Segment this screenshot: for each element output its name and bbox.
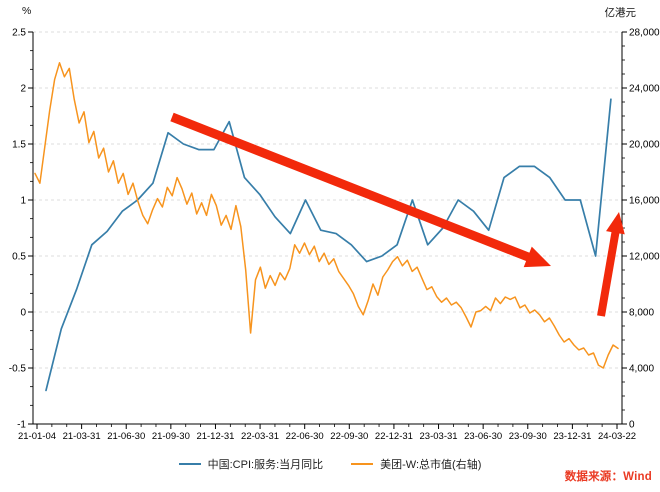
uptrend-arrow-head [606, 212, 625, 235]
right-axis-tick-label: 24,000 [629, 84, 660, 95]
x-axis-tick-label: 23-12-31 [553, 431, 591, 442]
legend-line-swatch [351, 462, 374, 466]
left-axis-tick-label: 0.5 [12, 252, 26, 263]
right-axis-unit-label: 亿港元 [604, 7, 637, 19]
x-axis-tick-label: 23-03-31 [420, 431, 458, 442]
left-axis-tick-label: 1 [20, 196, 26, 207]
legend-item-0: 中国:CPI:服务:当月同比 [178, 456, 324, 472]
right-axis-tick-label: 28,000 [629, 28, 660, 39]
x-axis-tick-label: 21-12-31 [196, 431, 234, 442]
cpi-line [45, 98, 612, 392]
x-axis-tick-label: 22-09-30 [330, 431, 368, 442]
x-axis-tick-label: 21-09-30 [152, 431, 190, 442]
right-axis-tick-label: 16,000 [629, 196, 660, 207]
left-axis-unit-label: % [22, 5, 32, 17]
legend-label: 中国:CPI:服务:当月同比 [207, 459, 324, 471]
right-axis-tick-label: 20,000 [629, 140, 660, 151]
right-axis-tick-label: 12,000 [629, 252, 660, 263]
x-axis-tick-label: 22-06-30 [286, 431, 324, 442]
right-axis-tick-label: 8,000 [629, 308, 654, 319]
x-axis-tick-label: 23-06-30 [464, 431, 502, 442]
left-axis-tick-label: 0 [20, 308, 26, 319]
right-axis-tick-label: 0 [629, 420, 635, 431]
x-axis-tick-label: 21-06-30 [107, 431, 145, 442]
left-axis-tick-label: 1.5 [12, 140, 26, 151]
legend-item-1: 美团-W:总市值(右轴) [351, 456, 481, 472]
legend-line-swatch [178, 462, 201, 466]
x-axis-tick-label: 24-03-22 [598, 431, 636, 442]
x-axis-tick-label: 23-09-30 [509, 431, 547, 442]
left-axis-tick-label: 2.5 [12, 28, 26, 39]
x-axis-tick-label: 22-03-31 [241, 431, 279, 442]
left-axis-tick-label: 2 [20, 84, 26, 95]
left-axis-tick-label: -1 [17, 420, 26, 431]
x-axis-tick-label: 22-12-31 [375, 431, 413, 442]
right-axis-tick-label: 4,000 [629, 364, 654, 375]
x-axis-tick-label: 21-01-04 [18, 431, 56, 442]
chart-legend: 中国:CPI:服务:当月同比 美团-W:总市值(右轴) [0, 455, 660, 473]
left-axis-tick-label: -0.5 [9, 364, 27, 375]
data-source-note: 数据来源：Wind [564, 471, 652, 483]
market-cap-line [34, 62, 619, 369]
downtrend-arrow-shaft [170, 112, 532, 262]
x-axis-tick-label: 21-03-31 [63, 431, 101, 442]
uptrend-arrow-shaft [597, 230, 620, 317]
downtrend-arrow-head [523, 246, 551, 268]
legend-label: 美团-W:总市值(右轴) [380, 459, 482, 471]
